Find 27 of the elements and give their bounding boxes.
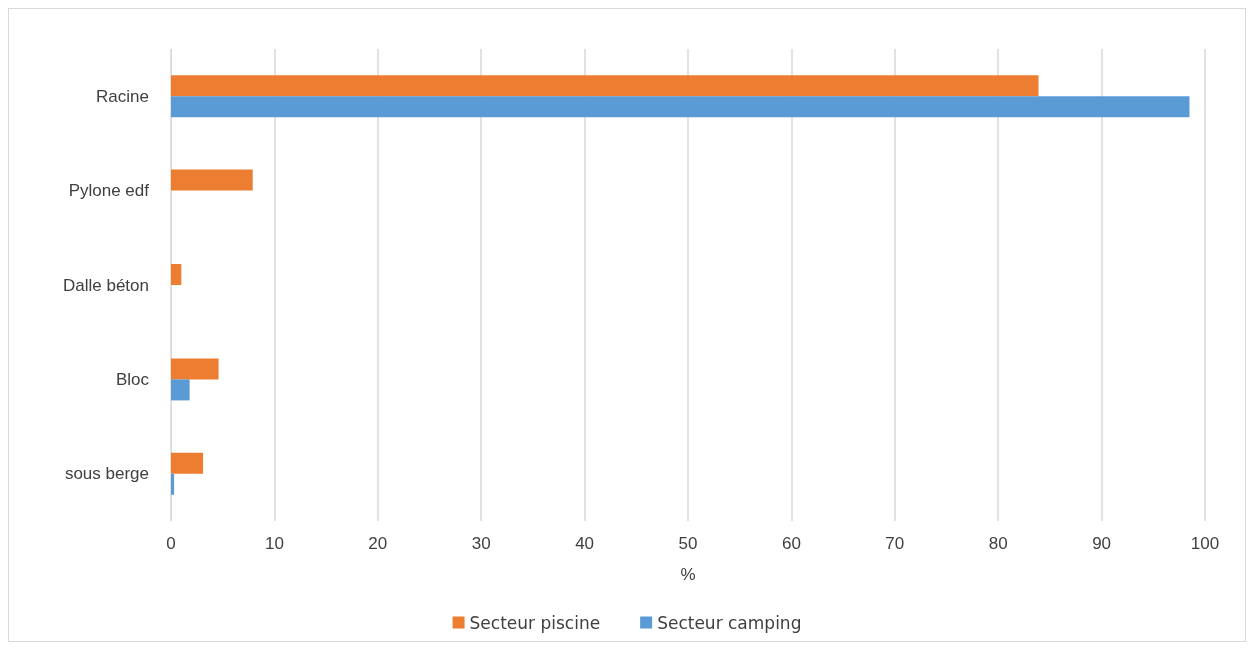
y-tick-label: Bloc	[115, 369, 150, 389]
y-tick-label: sous berge	[64, 464, 149, 484]
x-tick-label: 0	[166, 534, 176, 553]
bar	[171, 169, 253, 191]
x-tick-label: 80	[988, 534, 1008, 553]
x-tick-label: 40	[575, 534, 595, 553]
bar	[171, 264, 182, 285]
x-tick-label: 30	[471, 534, 491, 553]
y-tick-label: Pylone edf	[68, 181, 150, 201]
bar	[171, 358, 219, 380]
bar	[171, 75, 1039, 97]
y-tick-label: Racine	[96, 86, 149, 106]
x-tick-label: 50	[678, 534, 698, 553]
x-tick-label: 60	[781, 534, 801, 553]
bar	[171, 473, 175, 495]
x-axis-title: %	[680, 565, 696, 584]
x-tick-label: 20	[368, 534, 388, 553]
y-tick-label: Dalle béton	[62, 275, 149, 295]
legend-label: Secteur camping	[657, 612, 802, 633]
x-tick-label: 10	[264, 534, 284, 553]
bar	[171, 96, 1190, 118]
bar	[171, 452, 204, 474]
bar	[171, 379, 190, 401]
legend-label: Secteur piscine	[469, 612, 601, 633]
x-tick-label: 70	[885, 534, 905, 553]
x-tick-label: 100	[1190, 534, 1220, 553]
x-tick-label: 90	[1092, 534, 1112, 553]
